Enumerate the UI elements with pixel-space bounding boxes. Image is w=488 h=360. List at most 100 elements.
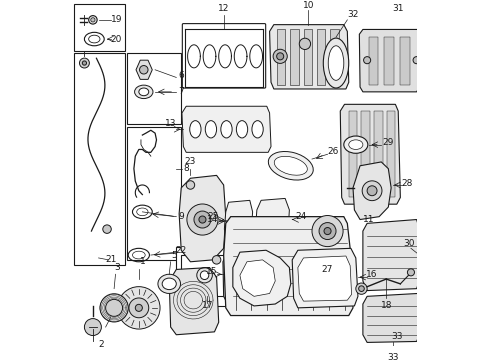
Text: 31: 31 <box>392 4 403 13</box>
Text: 23: 23 <box>184 157 196 166</box>
Circle shape <box>199 216 205 223</box>
Polygon shape <box>223 248 297 303</box>
Bar <box>126 53 181 123</box>
FancyBboxPatch shape <box>182 24 265 88</box>
Circle shape <box>355 283 366 294</box>
Circle shape <box>80 58 89 68</box>
Polygon shape <box>255 198 289 240</box>
Polygon shape <box>269 24 348 89</box>
Text: 18: 18 <box>380 301 391 310</box>
Ellipse shape <box>132 251 145 259</box>
Polygon shape <box>240 260 275 296</box>
Circle shape <box>273 49 286 63</box>
Polygon shape <box>136 60 152 79</box>
Ellipse shape <box>323 38 348 88</box>
Polygon shape <box>316 30 325 85</box>
Ellipse shape <box>137 208 148 216</box>
Circle shape <box>186 181 194 189</box>
Text: 21: 21 <box>104 255 116 264</box>
Circle shape <box>318 222 335 239</box>
Ellipse shape <box>189 121 201 138</box>
Polygon shape <box>340 104 400 204</box>
Polygon shape <box>303 30 311 85</box>
Bar <box>126 127 181 260</box>
Circle shape <box>276 53 283 60</box>
Polygon shape <box>383 37 393 85</box>
Polygon shape <box>169 267 218 335</box>
Ellipse shape <box>205 121 216 138</box>
Ellipse shape <box>251 121 263 138</box>
Text: 13: 13 <box>164 119 176 128</box>
Polygon shape <box>330 30 338 85</box>
Ellipse shape <box>348 140 362 149</box>
Text: 27: 27 <box>321 265 332 274</box>
Polygon shape <box>289 30 298 85</box>
Text: 8: 8 <box>183 164 189 173</box>
Circle shape <box>366 186 376 196</box>
Polygon shape <box>359 30 419 92</box>
Bar <box>74 53 124 265</box>
Circle shape <box>407 269 414 276</box>
Ellipse shape <box>134 85 153 99</box>
Polygon shape <box>179 175 225 262</box>
Polygon shape <box>368 37 378 85</box>
Polygon shape <box>386 111 395 197</box>
Circle shape <box>358 286 364 292</box>
Ellipse shape <box>200 271 208 279</box>
Circle shape <box>363 57 370 64</box>
Ellipse shape <box>327 46 343 80</box>
Circle shape <box>324 228 330 235</box>
Ellipse shape <box>158 274 180 293</box>
Polygon shape <box>224 200 252 240</box>
Text: 15: 15 <box>205 267 217 276</box>
Text: 1: 1 <box>139 257 145 266</box>
Polygon shape <box>223 217 352 315</box>
Circle shape <box>105 300 122 316</box>
Polygon shape <box>399 37 408 85</box>
Text: 10: 10 <box>302 1 314 10</box>
Polygon shape <box>362 220 419 291</box>
Text: 22: 22 <box>175 246 186 255</box>
Polygon shape <box>182 106 270 152</box>
Ellipse shape <box>139 88 148 96</box>
Circle shape <box>84 319 101 336</box>
Text: 17: 17 <box>201 301 213 310</box>
Circle shape <box>139 66 148 74</box>
Circle shape <box>412 57 419 64</box>
Text: 5: 5 <box>171 251 177 260</box>
Circle shape <box>100 294 128 322</box>
Text: 30: 30 <box>403 239 414 248</box>
Bar <box>176 247 292 306</box>
Circle shape <box>102 225 111 233</box>
Polygon shape <box>276 30 285 85</box>
Polygon shape <box>348 111 357 197</box>
Bar <box>181 255 232 296</box>
Circle shape <box>212 256 221 264</box>
Text: 2: 2 <box>99 340 104 349</box>
Text: 24: 24 <box>295 212 306 221</box>
Text: 26: 26 <box>327 147 338 156</box>
Ellipse shape <box>274 156 306 175</box>
Circle shape <box>82 61 86 65</box>
Text: 20: 20 <box>110 35 122 44</box>
Circle shape <box>311 216 343 247</box>
Circle shape <box>129 298 148 318</box>
Polygon shape <box>297 256 351 301</box>
Polygon shape <box>373 111 382 197</box>
Text: 19: 19 <box>110 15 122 24</box>
Circle shape <box>118 287 160 329</box>
Ellipse shape <box>236 121 247 138</box>
Bar <box>179 250 234 298</box>
Circle shape <box>194 211 210 228</box>
Ellipse shape <box>221 121 232 138</box>
Text: 25: 25 <box>207 212 218 221</box>
Circle shape <box>299 38 310 50</box>
Circle shape <box>91 18 95 22</box>
Circle shape <box>186 204 218 235</box>
Ellipse shape <box>88 35 100 43</box>
Text: 16: 16 <box>365 270 376 279</box>
Circle shape <box>88 15 97 24</box>
Text: 12: 12 <box>218 4 229 13</box>
Text: 33: 33 <box>390 332 402 341</box>
Text: 33: 33 <box>386 353 398 360</box>
